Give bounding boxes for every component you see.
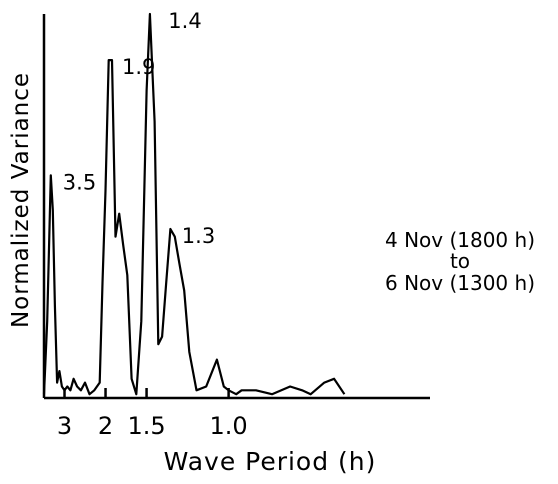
- peak-label: 1.9: [122, 55, 155, 79]
- peak-label: 3.5: [63, 170, 96, 194]
- x-tick-label: 2: [98, 412, 113, 440]
- peak-labels: 3.5 1.9 1.4 1.3: [63, 9, 215, 248]
- x-tick-label: 1.0: [210, 412, 248, 440]
- x-tick-label: 1.5: [127, 412, 165, 440]
- peak-label: 1.3: [182, 224, 215, 248]
- x-axis-tick-labels: 3 2 1.5 1.0: [57, 412, 248, 440]
- peak-label: 1.4: [168, 9, 201, 33]
- annotation-line-1: 4 Nov (1800 h): [385, 228, 535, 252]
- annotation-line-2: to: [450, 249, 470, 273]
- x-tick-label: 3: [57, 412, 72, 440]
- series-line: [42, 12, 346, 396]
- y-axis-label: Normalized Variance: [8, 72, 34, 328]
- x-axis-label: Wave Period (h): [164, 447, 377, 476]
- annotation-line-3: 6 Nov (1300 h): [385, 271, 535, 295]
